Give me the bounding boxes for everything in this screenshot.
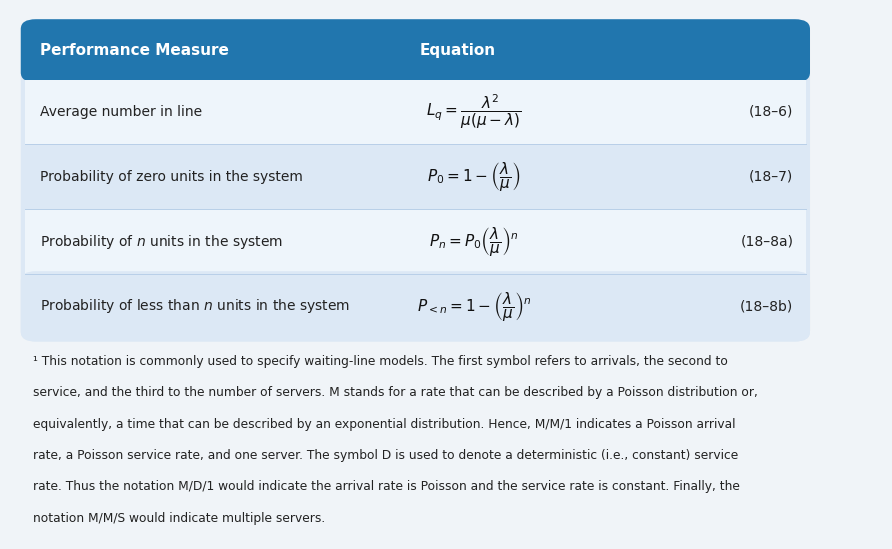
Text: (18–7): (18–7) xyxy=(749,170,793,184)
Text: (18–8b): (18–8b) xyxy=(740,299,793,313)
Text: rate. Thus the notation M/D/1 would indicate the arrival rate is Poisson and the: rate. Thus the notation M/D/1 would indi… xyxy=(33,480,740,494)
Text: rate, a Poisson service rate, and one server. The symbol D is used to denote a d: rate, a Poisson service rate, and one se… xyxy=(33,449,739,462)
Text: Performance Measure: Performance Measure xyxy=(40,43,228,58)
Text: (18–8a): (18–8a) xyxy=(740,234,793,249)
Text: Average number in line: Average number in line xyxy=(40,105,202,119)
FancyBboxPatch shape xyxy=(21,19,810,341)
Text: Probability of $n$ units in the system: Probability of $n$ units in the system xyxy=(40,233,283,250)
Bar xyxy=(25,80,805,144)
Text: $P_n = P_0\left(\dfrac{\lambda}{\mu}\right)^n$: $P_n = P_0\left(\dfrac{\lambda}{\mu}\rig… xyxy=(429,225,518,258)
Bar xyxy=(25,144,805,209)
Text: (18–6): (18–6) xyxy=(749,105,793,119)
Text: equivalently, a time that can be described by an exponential distribution. Hence: equivalently, a time that can be describ… xyxy=(33,418,736,431)
Text: Probability of less than $n$ units in the system: Probability of less than $n$ units in th… xyxy=(40,298,350,315)
Text: ¹ This notation is commonly used to specify waiting-line models. The first symbo: ¹ This notation is commonly used to spec… xyxy=(33,355,728,368)
FancyBboxPatch shape xyxy=(21,19,810,82)
Text: Equation: Equation xyxy=(419,43,495,58)
Text: $P_{<n} = 1 - \left(\dfrac{\lambda}{\mu}\right)^n$: $P_{<n} = 1 - \left(\dfrac{\lambda}{\mu}… xyxy=(417,290,532,323)
Text: service, and the third to the number of servers. M stands for a rate that can be: service, and the third to the number of … xyxy=(33,386,758,400)
Text: $L_q = \dfrac{\lambda^2}{\mu(\mu - \lambda)}$: $L_q = \dfrac{\lambda^2}{\mu(\mu - \lamb… xyxy=(426,93,522,131)
Text: notation M/M/S would indicate multiple servers.: notation M/M/S would indicate multiple s… xyxy=(33,512,326,525)
Text: $P_0 = 1 - \left(\dfrac{\lambda}{\mu}\right)$: $P_0 = 1 - \left(\dfrac{\lambda}{\mu}\ri… xyxy=(427,160,521,193)
FancyBboxPatch shape xyxy=(21,271,810,341)
Bar xyxy=(25,209,805,274)
Text: Probability of zero units in the system: Probability of zero units in the system xyxy=(40,170,302,184)
